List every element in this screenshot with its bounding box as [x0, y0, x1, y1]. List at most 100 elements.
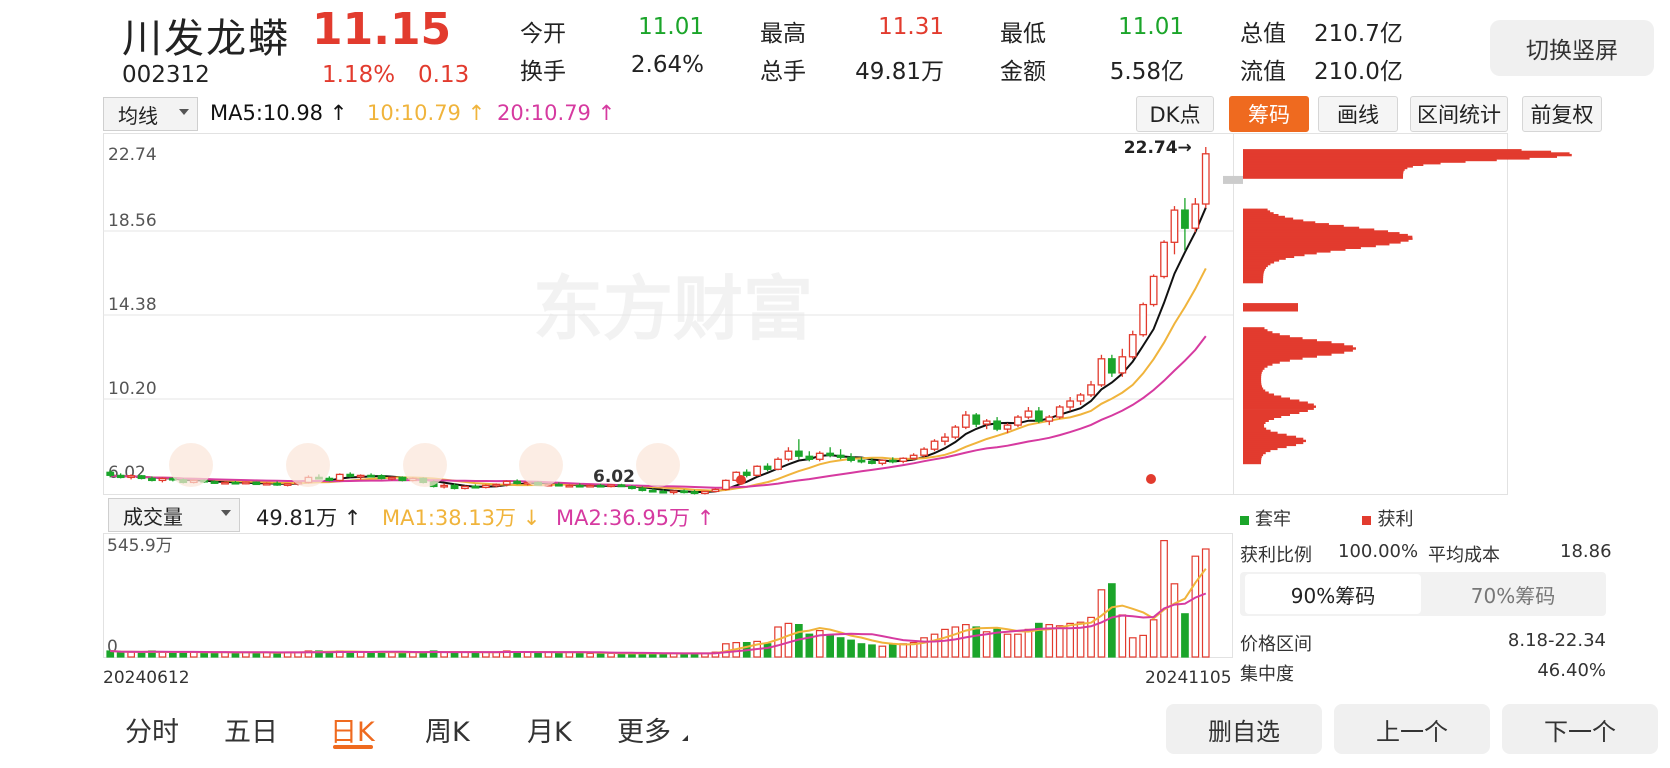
volume-bar	[1139, 634, 1148, 658]
max-price-label: 22.74→	[1124, 138, 1192, 158]
tab-weekly-k[interactable]: 周K	[425, 717, 470, 748]
volume-bar	[1024, 628, 1033, 658]
volume-bar	[805, 633, 814, 658]
candle-body	[221, 481, 229, 485]
profit-legend-label: 获利	[1377, 509, 1414, 530]
price-range-label: 价格区间	[1240, 634, 1312, 655]
candle-body	[346, 473, 355, 478]
next-stock-button[interactable]: 下一个	[1502, 704, 1658, 754]
profit-ratio-label: 获利比例	[1240, 545, 1312, 566]
tab-monthly-k[interactable]: 月K	[527, 717, 572, 748]
volume-bar	[815, 629, 824, 658]
stock-price: 11.15	[312, 4, 452, 55]
volume-bar	[982, 631, 991, 658]
candle-body	[1170, 209, 1179, 243]
caret-down-icon	[179, 109, 189, 115]
draw-line-button[interactable]: 画线	[1318, 96, 1398, 132]
candle-body	[1160, 241, 1168, 278]
stock-code: 002312	[122, 62, 210, 88]
chip-distribution-bar	[1243, 379, 1262, 382]
candle-body	[909, 454, 918, 459]
candle-body	[252, 481, 261, 486]
range-stats-button[interactable]: 区间统计	[1410, 96, 1508, 132]
chip-distribution-bar	[1243, 375, 1262, 378]
chip-distribution-bar	[1243, 359, 1290, 362]
tab-intraday[interactable]: 分时	[125, 717, 179, 748]
chip-distribution-bar	[1243, 157, 1530, 160]
candle-body	[502, 480, 511, 486]
signal-dot	[1146, 474, 1156, 484]
candle-body	[763, 465, 772, 470]
quote-label: 金额	[1000, 59, 1046, 85]
volume-bar	[920, 637, 928, 658]
volume-ma2-line	[110, 592, 1207, 655]
chip-distribution-bar	[1243, 224, 1344, 228]
volume-bar	[784, 622, 793, 658]
chip-distribution-bar	[1243, 255, 1295, 258]
volume-bar	[273, 652, 281, 658]
chip-distribution-bar	[1243, 264, 1268, 268]
candle-body	[951, 426, 960, 438]
chip-distribution-bar	[1243, 221, 1316, 224]
tab-five-day[interactable]: 五日	[224, 717, 278, 748]
volume-bar	[763, 643, 772, 658]
switch-orientation-button[interactable]: 切换竖屏	[1490, 20, 1654, 76]
candle-body	[148, 477, 156, 482]
chip-distribution-bar	[1243, 351, 1345, 354]
chip-distribution-bar	[1243, 262, 1271, 266]
candle-body	[231, 481, 240, 485]
remove-watchlist-button[interactable]: 删自选	[1166, 704, 1322, 754]
dk-point-button[interactable]: DK点	[1136, 96, 1214, 132]
volume-chart[interactable]: 545.9万 0 20240612 20241105	[103, 533, 1233, 688]
chip-distribution-bar	[1243, 305, 1298, 308]
avg-cost-value: 18.86	[1560, 541, 1612, 562]
chip-distribution-bar	[1243, 228, 1375, 231]
quote-value: 11.01	[638, 14, 704, 40]
caret-down-icon	[221, 510, 231, 516]
chip-distribution-bar	[1243, 373, 1262, 376]
corner-triangle-icon	[681, 735, 688, 741]
chip-distribution-bar	[1243, 173, 1404, 176]
loss-legend-label: 套牢	[1255, 509, 1291, 530]
drawing-tool-marker	[169, 443, 213, 487]
chip-distribution-bar	[1243, 363, 1273, 366]
chip-distribution-bar	[1243, 413, 1291, 416]
ma20-readout: 20:10.79 ↑	[497, 101, 616, 125]
chip-distribution-bar	[1243, 329, 1268, 332]
chip-distribution-bar	[1243, 150, 1552, 154]
candle-body	[920, 448, 928, 456]
ma-dropdown[interactable]: 均线	[103, 97, 198, 131]
tab-90-chips[interactable]: 90%筹码	[1245, 574, 1421, 614]
chip-distribution-bar	[1243, 223, 1329, 226]
chip-distribution-bar	[1243, 246, 1361, 249]
tab-daily-k[interactable]: 日K	[330, 717, 375, 748]
chip-button[interactable]: 筹码	[1229, 96, 1309, 132]
chip-distribution-bar	[1243, 431, 1278, 435]
candle-body	[628, 485, 636, 490]
chip-distribution-bar	[1243, 149, 1522, 152]
vol-ma1-readout: MA1:38.13万 ↓	[382, 506, 541, 530]
adjust-forward-button[interactable]: 前复权	[1522, 96, 1602, 132]
volume-bar	[1160, 539, 1168, 658]
chip-distribution-bar	[1243, 243, 1390, 246]
chip-distribution-bar	[1243, 275, 1264, 278]
tab-more[interactable]: 更多	[617, 710, 688, 749]
volume-bar	[1066, 622, 1075, 658]
volume-bar	[429, 650, 438, 658]
concentration-label: 集中度	[1240, 664, 1294, 685]
volume-bar	[1076, 621, 1085, 658]
chip-distribution-bar	[1243, 162, 1441, 165]
chip-distribution-bar	[1243, 377, 1262, 380]
candle-body	[888, 459, 897, 463]
chip-distribution-bar	[1243, 165, 1413, 168]
previous-stock-button[interactable]: 上一个	[1334, 704, 1490, 754]
chip-distribution-bar	[1243, 407, 1314, 410]
candle-body	[1014, 416, 1022, 426]
volume-dropdown[interactable]: 成交量	[108, 498, 240, 532]
candle-body	[377, 475, 386, 480]
tab-70-chips[interactable]: 70%筹码	[1470, 583, 1556, 608]
candle-body	[701, 490, 709, 495]
quote-label: 换手	[520, 59, 566, 85]
candle-body	[440, 484, 449, 488]
